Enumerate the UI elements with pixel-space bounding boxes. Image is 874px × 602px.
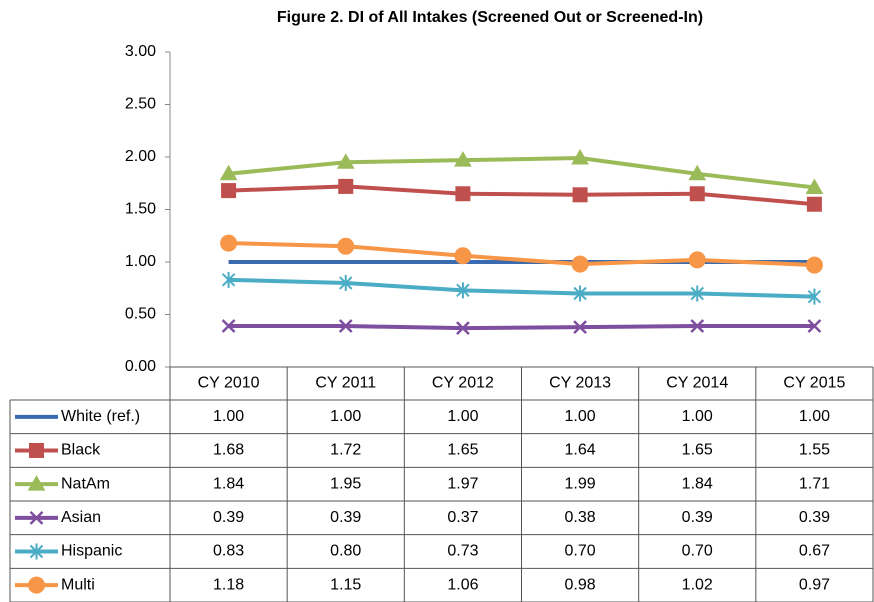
- marker: [455, 186, 471, 202]
- table-cell: 0.67: [799, 543, 830, 560]
- table-cell: 1.00: [447, 408, 478, 425]
- marker: [573, 285, 587, 302]
- table-cell: 1.00: [565, 408, 596, 425]
- table-cell: 0.98: [565, 576, 596, 593]
- marker: [807, 288, 822, 305]
- table-cell: 1.02: [682, 576, 713, 593]
- marker: [221, 271, 236, 288]
- series-line: [228, 241, 815, 268]
- table-cell: 1.95: [330, 475, 361, 492]
- table-cell: 0.80: [330, 543, 361, 560]
- marker: [220, 234, 238, 252]
- table-cell: 0.39: [213, 509, 244, 526]
- table-cell: 1.00: [330, 408, 361, 425]
- table-cell: 1.64: [565, 442, 596, 459]
- table-cell: 1.84: [682, 475, 713, 492]
- chart-title: Figure 2. DI of All Intakes (Screened Ou…: [277, 9, 703, 26]
- x-tick-label: CY 2013: [549, 375, 611, 392]
- table-cell: 1.72: [330, 442, 361, 459]
- legend-label: White (ref.): [61, 408, 140, 425]
- marker: [571, 149, 589, 165]
- table-cell: 1.15: [330, 576, 361, 593]
- marker: [805, 178, 824, 194]
- table-cell: 0.39: [799, 509, 830, 526]
- table-cell: 0.39: [682, 509, 713, 526]
- marker: [337, 237, 355, 255]
- table-cell: 0.73: [447, 543, 478, 560]
- table-cell: 0.39: [330, 509, 361, 526]
- marker: [29, 510, 44, 525]
- marker: [806, 196, 822, 212]
- legend-label: NatAm: [61, 475, 110, 492]
- marker: [29, 543, 44, 560]
- series-line: [228, 184, 815, 207]
- marker: [221, 183, 237, 199]
- marker: [336, 153, 355, 169]
- marker: [807, 319, 822, 333]
- x-tick-label: CY 2010: [198, 375, 260, 392]
- marker: [571, 255, 589, 273]
- table-cell: 0.70: [682, 543, 713, 560]
- table-cell: 1.00: [213, 408, 244, 425]
- table-cell: 1.68: [213, 442, 244, 459]
- marker: [338, 319, 353, 333]
- table-cell: 0.37: [447, 509, 478, 526]
- table-cell: 1.65: [682, 442, 713, 459]
- series-line: [228, 324, 815, 331]
- y-tick-label: 3.00: [125, 43, 156, 60]
- marker: [29, 443, 44, 458]
- marker: [27, 475, 46, 491]
- marker: [454, 151, 472, 167]
- table-cell: 1.18: [213, 576, 244, 593]
- table-cell: 0.38: [565, 509, 596, 526]
- series-line: [228, 277, 815, 299]
- legend-label: Multi: [61, 576, 95, 593]
- legend-label: Hispanic: [61, 543, 122, 560]
- marker: [573, 320, 587, 334]
- legend-label: Black: [61, 442, 101, 459]
- y-tick-label: 0.00: [125, 358, 156, 375]
- table-cell: 1.65: [447, 442, 478, 459]
- table-cell: 1.84: [213, 475, 244, 492]
- y-tick-label: 1.50: [125, 201, 156, 218]
- marker: [690, 319, 705, 333]
- x-tick-label: CY 2011: [315, 375, 376, 392]
- x-tick-label: CY 2015: [783, 375, 845, 392]
- marker: [456, 282, 470, 299]
- marker: [219, 164, 238, 181]
- marker: [456, 321, 470, 336]
- table-cell: 1.97: [447, 475, 478, 492]
- table-cell: 1.71: [799, 475, 830, 492]
- marker: [221, 319, 236, 333]
- series-line: [228, 156, 815, 190]
- legend-label: Asian: [61, 509, 101, 526]
- marker: [572, 187, 588, 203]
- x-tick-label: CY 2014: [666, 375, 728, 392]
- marker: [339, 275, 353, 291]
- y-tick-label: 0.50: [125, 306, 156, 323]
- y-tick-label: 2.00: [125, 148, 156, 165]
- marker: [689, 186, 705, 202]
- table-cell: 1.55: [799, 442, 830, 459]
- table-cell: 0.70: [565, 543, 596, 560]
- marker: [28, 576, 45, 594]
- marker: [688, 164, 707, 181]
- marker: [454, 247, 472, 265]
- table-cell: 0.97: [799, 576, 830, 593]
- y-tick-label: 1.00: [125, 253, 156, 270]
- marker: [338, 178, 354, 194]
- table-cell: 1.00: [682, 408, 713, 425]
- table-cell: 1.00: [799, 408, 830, 425]
- marker: [690, 285, 704, 302]
- table-cell: 0.83: [213, 543, 244, 560]
- table-cell: 1.06: [447, 576, 478, 593]
- marker: [805, 256, 823, 274]
- marker: [688, 251, 706, 269]
- x-tick-label: CY 2012: [432, 375, 494, 392]
- table-cell: 1.99: [565, 475, 596, 492]
- y-tick-label: 2.50: [125, 96, 156, 113]
